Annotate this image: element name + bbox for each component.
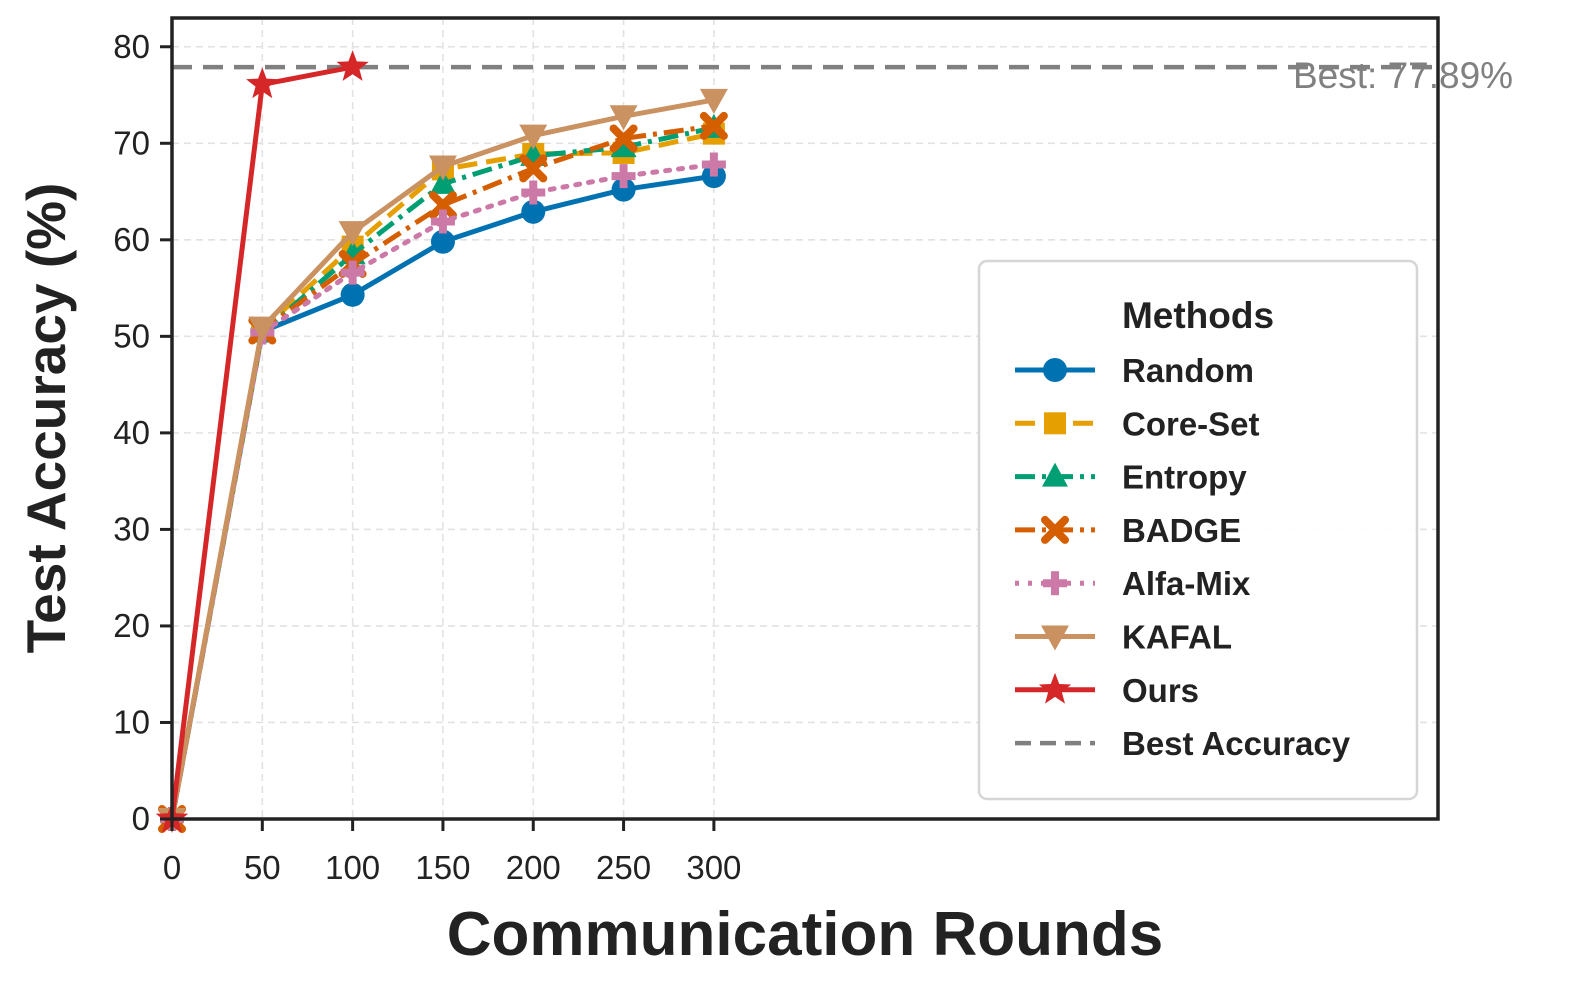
x-tick-label: 200 xyxy=(506,849,561,886)
legend-label-core-set: Core-Set xyxy=(1122,405,1260,442)
legend-title: Methods xyxy=(1122,295,1274,336)
data-point-random xyxy=(340,282,365,307)
y-tick-label: 80 xyxy=(113,28,150,65)
plot-frame xyxy=(170,16,1440,821)
data-point-ours xyxy=(336,50,369,81)
data-point-alfa-mix xyxy=(430,209,455,234)
data-point-kafal xyxy=(338,221,367,247)
y-tick-label: 70 xyxy=(113,124,150,161)
y-tick-label: 0 xyxy=(132,800,150,837)
x-tick-label: 50 xyxy=(244,849,281,886)
data-point-kafal xyxy=(248,316,277,342)
y-tick-label: 40 xyxy=(113,414,150,451)
legend-box xyxy=(977,259,1419,801)
axis-ticks: 0 50 100 150 200 250 300 0 10 20 30 40 50 60 70 80 xyxy=(113,28,741,886)
legend-item-best-accuracy: Best Accuracy xyxy=(1015,725,1351,762)
data-point-kafal xyxy=(609,105,638,131)
data-point-badge xyxy=(699,111,728,140)
legend-label-ours: Ours xyxy=(1122,672,1199,709)
legend-label-badge: BADGE xyxy=(1122,512,1241,549)
y-tick-label: 30 xyxy=(113,510,150,547)
legend-item-badge: BADGE xyxy=(1015,512,1241,549)
legend-label-entropy: Entropy xyxy=(1122,459,1247,496)
data-point-random xyxy=(521,199,546,224)
y-tick-label: 50 xyxy=(113,317,150,354)
legend-item-kafal: KAFAL xyxy=(1015,619,1232,656)
x-axis-label: Communication Rounds xyxy=(447,900,1163,969)
legend-label-random: Random xyxy=(1122,352,1254,389)
legend-label-kafal: KAFAL xyxy=(1122,619,1232,656)
series-group xyxy=(155,50,728,833)
x-tick-label: 100 xyxy=(325,849,380,886)
legend-label-alfa-mix: Alfa-Mix xyxy=(1122,565,1251,602)
x-tick-label: 250 xyxy=(596,849,651,886)
legend: Methods Random Core-Set Entropy BADGE Alfa-M… xyxy=(977,259,1419,801)
legend-item-core-set: Core-Set xyxy=(1015,405,1260,442)
data-point-kafal xyxy=(699,88,728,114)
data-point-badge xyxy=(609,124,638,153)
data-point-alfa-mix xyxy=(340,260,365,285)
legend-item-entropy: Entropy xyxy=(1015,459,1247,496)
legend-marker-badge xyxy=(1041,515,1069,544)
data-point-alfa-mix xyxy=(611,164,636,189)
data-point-ours xyxy=(246,67,279,99)
legend-marker-core-set xyxy=(1044,412,1066,435)
data-point-alfa-mix xyxy=(521,180,546,205)
y-tick-label: 20 xyxy=(113,607,150,644)
data-point-badge xyxy=(519,154,548,183)
data-point-badge xyxy=(428,191,457,220)
legend-item-ours: Ours xyxy=(1015,672,1199,709)
y-axis-label: Test Accuracy (%) xyxy=(15,183,77,654)
legend-marker-alfa-mix xyxy=(1043,571,1067,596)
legend-label-best-accuracy: Best Accuracy xyxy=(1122,725,1351,762)
data-point-alfa-mix xyxy=(701,152,726,177)
legend-item-alfa-mix: Alfa-Mix xyxy=(1015,565,1251,602)
legend-marker-random xyxy=(1043,358,1067,382)
y-tick-label: 10 xyxy=(113,703,150,740)
y-tick-label: 60 xyxy=(113,221,150,258)
data-point-random xyxy=(611,177,636,202)
x-tick-label: 0 xyxy=(163,849,181,886)
data-point-random xyxy=(430,229,455,254)
legend-marker-ours xyxy=(1038,672,1072,704)
data-point-entropy xyxy=(429,169,456,194)
x-tick-label: 300 xyxy=(686,849,741,886)
x-tick-label: 150 xyxy=(415,849,470,886)
data-point-kafal xyxy=(428,155,457,181)
legend-item-random: Random xyxy=(1015,352,1254,389)
legend-marker-entropy xyxy=(1042,462,1068,487)
data-point-kafal xyxy=(519,124,548,150)
legend-marker-kafal xyxy=(1041,625,1069,651)
best-accuracy-label: Best: 77.89% xyxy=(1293,55,1513,96)
data-point-entropy xyxy=(610,133,637,158)
